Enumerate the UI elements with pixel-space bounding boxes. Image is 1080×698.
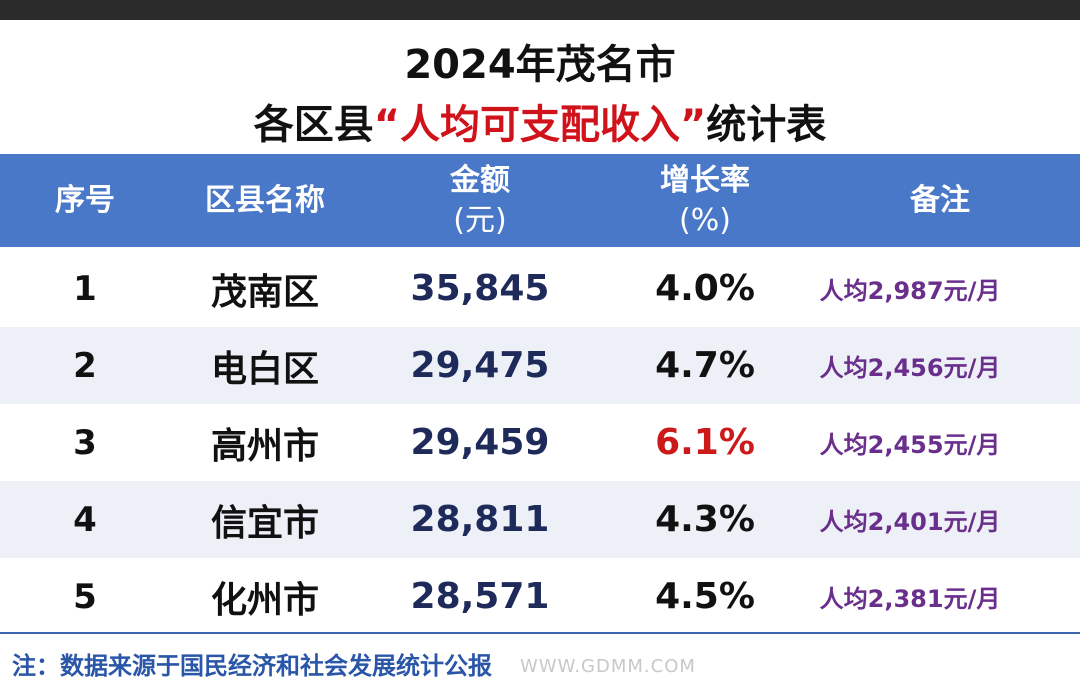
header-note: 备注 [800, 154, 1080, 247]
row-district: 化州市 [210, 579, 319, 621]
subtitle-highlight: “人均可支配收入” [373, 102, 707, 148]
table-row: 3 高州市 29,459 6.1% 人均2,455元/月 [0, 404, 1080, 481]
row-note: 人均2,987元/月 [819, 277, 1001, 305]
table-row: 4 信宜市 28,811 4.3% 人均2,401元/月 [0, 481, 1080, 558]
row-growth-rate: 4.0% [655, 268, 755, 309]
header-no: 序号 [0, 154, 170, 247]
table-row: 2 电白区 29,475 4.7% 人均2,456元/月 [0, 327, 1080, 404]
page-subtitle: 各区县“人均可支配收入”统计表 [0, 92, 1080, 150]
row-number: 2 [73, 345, 97, 386]
header-amount-label: 金额 [450, 162, 510, 198]
row-number: 3 [73, 422, 97, 463]
page-title: 2024年茂名市 [404, 42, 676, 88]
row-amount: 28,811 [410, 499, 550, 540]
row-note: 人均2,381元/月 [819, 585, 1001, 613]
row-growth-rate: 4.3% [655, 499, 755, 540]
row-amount: 35,845 [410, 268, 550, 309]
row-district: 茂南区 [210, 271, 319, 313]
row-note: 人均2,455元/月 [819, 431, 1001, 459]
header-rate-label: 增长率 [660, 162, 750, 198]
statistics-sheet: 2024年茂名市 各区县“人均可支配收入”统计表 序号 区县名称 金额 (元) … [0, 20, 1080, 698]
row-growth-rate-highlight: 6.1% [655, 422, 755, 463]
header-amount: 金额 (元) [380, 154, 580, 247]
header-rate: 增长率 (%) [610, 154, 800, 247]
row-number: 4 [73, 499, 97, 540]
row-growth-rate: 4.7% [655, 345, 755, 386]
row-note: 人均2,456元/月 [819, 354, 1001, 382]
row-amount: 29,459 [410, 422, 550, 463]
footnote: 注：数据来源于国民经济和社会发展统计公报 [12, 652, 492, 680]
header-amount-unit: (元) [453, 202, 507, 238]
subtitle-prefix: 各区县 [253, 102, 374, 148]
header-name: 区县名称 [170, 154, 360, 247]
row-number: 5 [73, 576, 97, 617]
footnote-divider [0, 632, 1080, 634]
row-amount: 28,571 [410, 576, 550, 617]
row-district: 电白区 [210, 348, 319, 390]
header-no-label: 序号 [55, 182, 115, 218]
table-header: 序号 区县名称 金额 (元) 增长率 (%) 备注 [0, 154, 1080, 247]
title-area: 2024年茂名市 各区县“人均可支配收入”统计表 [0, 20, 1080, 154]
row-growth-rate: 4.5% [655, 576, 755, 617]
row-district: 高州市 [210, 425, 319, 467]
row-note: 人均2,401元/月 [819, 508, 1001, 536]
row-district: 信宜市 [210, 502, 319, 544]
site-watermark: WWW.GDMM.COM [520, 656, 696, 677]
table-row: 1 茂南区 35,845 4.0% 人均2,987元/月 [0, 250, 1080, 327]
row-number: 1 [73, 268, 97, 309]
header-rate-unit: (%) [679, 202, 731, 238]
row-amount: 29,475 [410, 345, 550, 386]
header-name-label: 区县名称 [205, 182, 325, 218]
header-note-label: 备注 [910, 182, 970, 218]
table-row: 5 化州市 28,571 4.5% 人均2,381元/月 [0, 558, 1080, 635]
subtitle-suffix: 统计表 [706, 102, 827, 148]
